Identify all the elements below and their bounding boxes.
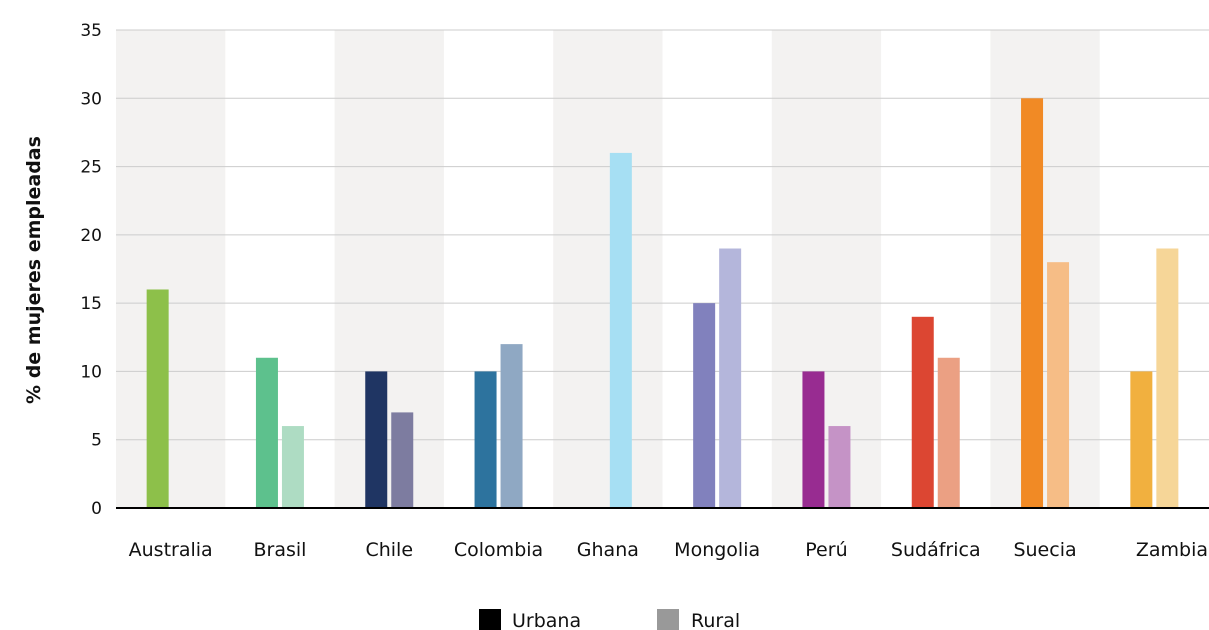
legend: Urbana Rural bbox=[479, 609, 740, 630]
category-band bbox=[990, 30, 1100, 508]
x-tick-label: Perú bbox=[805, 539, 847, 561]
y-tick-label: 25 bbox=[80, 158, 102, 178]
legend-label-rural: Rural bbox=[691, 610, 740, 630]
category-band bbox=[116, 30, 226, 508]
bar-urbana bbox=[365, 371, 388, 508]
bars bbox=[146, 98, 1179, 509]
bar-urbana bbox=[1130, 371, 1153, 508]
bar-urbana bbox=[474, 371, 497, 508]
y-axis-ticks: 0 5 10 15 20 25 30 35 bbox=[80, 21, 102, 519]
x-tick-label: Zambia bbox=[1136, 539, 1208, 561]
bar-rural bbox=[1047, 262, 1070, 508]
x-tick-label: Mongolia bbox=[674, 539, 760, 561]
bar-rural bbox=[937, 357, 960, 508]
bar-rural bbox=[281, 426, 304, 508]
x-axis-labels: Australia Brasil Chile Colombia Ghana Mongoli… bbox=[129, 539, 1208, 561]
bar-rural bbox=[828, 426, 851, 508]
bar-rural bbox=[500, 344, 523, 508]
x-tick-label: Chile bbox=[365, 539, 413, 561]
x-tick-label: Sudáfrica bbox=[891, 539, 981, 561]
y-tick-label: 5 bbox=[91, 431, 102, 451]
y-tick-label: 10 bbox=[80, 362, 102, 382]
x-tick-label: Australia bbox=[129, 539, 213, 561]
bar-urbana bbox=[1021, 98, 1044, 509]
gridlines bbox=[116, 29, 1209, 441]
y-tick-label: 20 bbox=[80, 226, 102, 246]
legend-swatch-urbana bbox=[479, 609, 501, 630]
bar-rural bbox=[719, 248, 742, 508]
bar-rural bbox=[391, 412, 414, 508]
bar-urbana bbox=[911, 316, 934, 508]
bar-rural bbox=[1156, 248, 1179, 508]
x-tick-label: Brasil bbox=[253, 539, 306, 561]
x-tick-label: Colombia bbox=[454, 539, 543, 561]
y-tick-label: 0 bbox=[91, 499, 102, 519]
bar-urbana bbox=[802, 371, 825, 508]
y-axis-label: % de mujeres empleadas bbox=[23, 136, 45, 404]
category-bands bbox=[116, 30, 1100, 508]
y-tick-label: 15 bbox=[80, 294, 102, 314]
x-tick-label: Suecia bbox=[1013, 539, 1076, 561]
y-tick-label: 35 bbox=[80, 21, 102, 41]
bar-urbana bbox=[146, 289, 169, 508]
category-band bbox=[771, 30, 882, 508]
y-tick-label: 30 bbox=[80, 89, 102, 109]
bar-rural bbox=[609, 152, 632, 508]
category-band bbox=[553, 30, 663, 508]
x-tick-label: Ghana bbox=[577, 539, 639, 561]
legend-swatch-rural bbox=[657, 609, 679, 630]
category-band bbox=[334, 30, 444, 508]
bar-urbana bbox=[693, 303, 716, 508]
bar-urbana bbox=[255, 357, 278, 508]
legend-label-urbana: Urbana bbox=[512, 610, 581, 630]
